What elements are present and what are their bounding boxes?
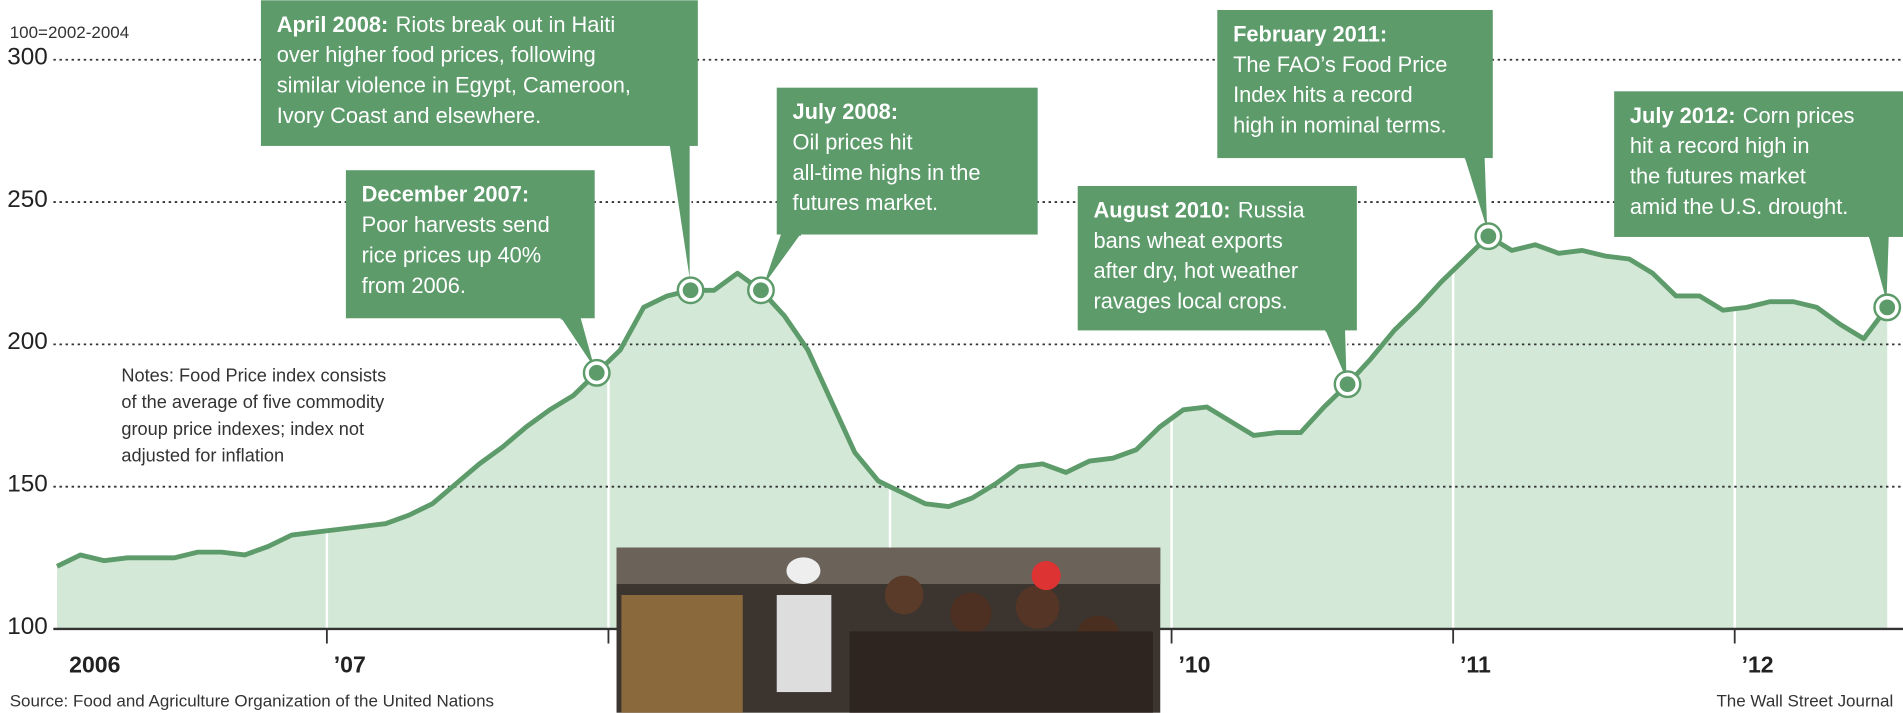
callout-text: Poor harvests send: [362, 212, 550, 237]
callout-text: Index hits a record: [1233, 82, 1413, 107]
callout-cover: [669, 142, 690, 148]
event-marker-ring: [1474, 222, 1503, 251]
credit: The Wall Street Journal: [1716, 692, 1893, 711]
photo-face: [950, 592, 992, 634]
callout-text: Ivory Coast and elsewhere.: [277, 103, 542, 128]
callout-cover: [1869, 233, 1889, 239]
photo-cap: [1031, 560, 1061, 591]
callout-text: ravages local crops.: [1093, 289, 1287, 314]
callout-title: April 2008:: [277, 12, 389, 37]
photo-wall: [616, 547, 1161, 585]
event-marker: [1336, 372, 1360, 396]
note-line: group price indexes; index not: [121, 419, 364, 439]
x-tick-label: ’12: [1742, 652, 1774, 678]
callout-title: July 2012:: [1630, 103, 1736, 128]
callout-text: high in nominal terms.: [1233, 113, 1447, 138]
callout-text: over higher food prices, following: [277, 42, 596, 67]
callout-text: Oil prices hit: [793, 130, 913, 155]
y-tick-label: 100: [7, 613, 48, 640]
callout-title: July 2008:: [793, 99, 899, 124]
photo-face: [884, 575, 924, 615]
x-tick-label: ’07: [334, 652, 366, 678]
event-marker: [749, 278, 773, 302]
event-marker-ring: [1333, 370, 1362, 399]
callout-title-line: July 2008:: [793, 99, 899, 124]
callout-text: the futures market: [1630, 164, 1806, 189]
callout-text: rice prices up 40%: [362, 242, 542, 267]
photo-hat: [786, 557, 821, 585]
callout-title-line: April 2008: Riots break out in Haiti: [277, 12, 616, 37]
x-tick-label: 2006: [69, 652, 120, 678]
event-marker-ring: [582, 358, 611, 387]
event-marker: [585, 361, 609, 385]
callout-box: [776, 87, 1038, 235]
event-marker-ring: [676, 276, 705, 305]
line: [55, 233, 1890, 569]
photo-face: [1015, 585, 1060, 629]
photo: [616, 547, 1161, 713]
callout-title-line: August 2010: Russia: [1093, 198, 1305, 223]
callout-box: [1614, 91, 1903, 237]
callout-text: The FAO’s Food Price: [1233, 52, 1447, 77]
x-tick-label: ’10: [1178, 652, 1210, 678]
callout-text: all-time highs in the: [793, 160, 981, 185]
callout-cover: [560, 314, 581, 320]
callout-title: February 2011:: [1233, 22, 1387, 47]
y-tick-label: 250: [7, 186, 48, 213]
callout-text: from 2006.: [362, 273, 466, 298]
event-marker: [1476, 224, 1500, 248]
event-marker: [1875, 295, 1899, 319]
area: [57, 236, 1888, 629]
photo-crowd: [849, 631, 1153, 713]
callout-cover: [781, 230, 802, 236]
callout-text: similar violence in Egypt, Cameroon,: [277, 73, 631, 98]
callout-title-line: February 2011:: [1233, 22, 1387, 47]
callout-text: after dry, hot weather: [1093, 258, 1298, 283]
callout-title: December 2007:: [362, 182, 529, 207]
callout-text: futures market.: [793, 190, 939, 215]
unit-note: 100=2002-2004: [10, 23, 129, 42]
y-tick-label: 200: [7, 328, 48, 355]
event-marker-ring: [1873, 293, 1902, 322]
callout-cover: [1325, 326, 1345, 332]
note-line: Notes: Food Price index consists: [121, 365, 386, 385]
callout-box: [345, 170, 595, 319]
y-tick-label: 150: [7, 471, 48, 498]
source: Source: Food and Agriculture Organizatio…: [10, 692, 494, 711]
plot: 2006 ’07 ’10 ’11 ’12 100 150 200 250 300: [7, 35, 1903, 678]
callout-text: Russia: [1238, 198, 1306, 223]
note-line: of the average of five commodity: [121, 392, 385, 412]
callout-text: amid the U.S. drought.: [1630, 194, 1848, 219]
callout-text: hit a record high in: [1630, 133, 1810, 158]
callout-box: [1217, 10, 1493, 159]
annotations: December 2007: Poor harvests send rice pri…: [260, 0, 1903, 399]
photo-figure: [776, 594, 832, 693]
callout-text: Corn prices: [1743, 103, 1855, 128]
callout-title: August 2010:: [1093, 198, 1230, 223]
x-tick-label: ’11: [1460, 652, 1491, 678]
callout-box: [1077, 185, 1357, 331]
event-marker-ring: [747, 276, 775, 305]
callout-text: bans wheat exports: [1093, 228, 1282, 253]
event-marker: [679, 278, 703, 302]
callout-title-line: July 2012: Corn prices: [1630, 103, 1855, 128]
y-tick-label: 300: [7, 44, 48, 71]
photo-crates: [621, 594, 743, 713]
note-line: adjusted for inflation: [121, 445, 284, 465]
callout-title-line: December 2007:: [362, 182, 529, 207]
callout-box: [260, 0, 698, 146]
callout-text: Riots break out in Haiti: [396, 12, 616, 37]
callout-cover: [1464, 154, 1485, 160]
notes: Notes: Food Price index consists of the a…: [121, 365, 386, 465]
